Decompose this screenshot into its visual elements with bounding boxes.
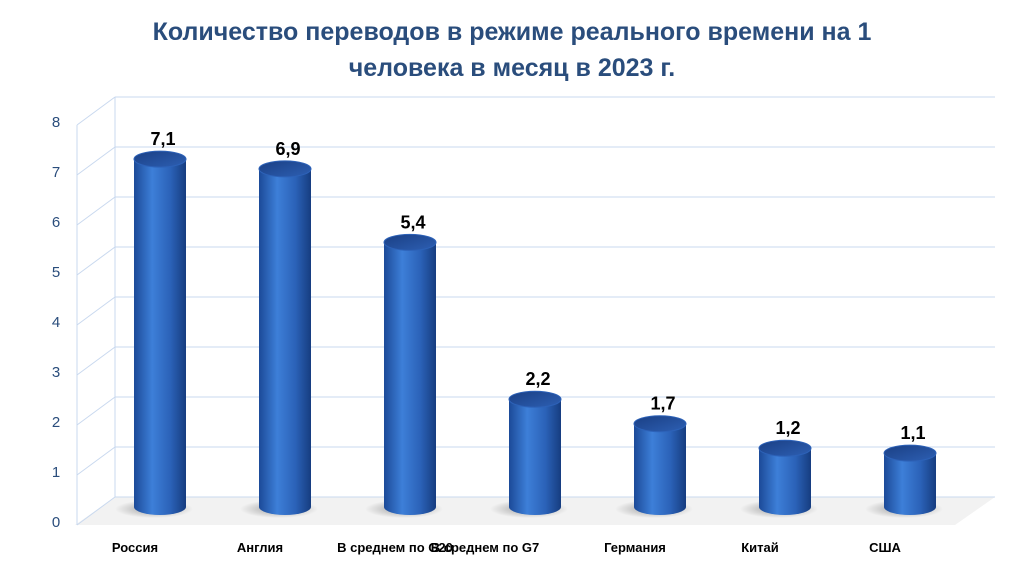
data-label: 1,7 xyxy=(650,394,675,414)
data-label: 6,9 xyxy=(275,139,300,159)
gridline-side xyxy=(76,146,116,176)
bar xyxy=(759,448,811,515)
x-tick-label: США xyxy=(869,540,901,555)
gridline-side xyxy=(76,196,116,226)
bar-top xyxy=(883,444,937,462)
data-label: 1,2 xyxy=(775,418,800,438)
gridline-side xyxy=(76,396,116,426)
data-label: 2,2 xyxy=(525,369,550,389)
bar xyxy=(634,423,686,515)
y-tick-label: 5 xyxy=(52,264,60,281)
chart-title-line-2: человека в месяц в 2023 г. xyxy=(348,54,676,82)
bar-top xyxy=(383,233,437,251)
gridline-side xyxy=(76,96,116,126)
x-tick-label: Германия xyxy=(604,540,666,555)
x-tick-label: Россия xyxy=(112,540,158,555)
bar-top xyxy=(508,390,562,408)
bar xyxy=(384,242,436,515)
chart-title-line-1: Количество переводов в режиме реального … xyxy=(152,18,872,46)
chart-title: Количество переводов в режиме реального … xyxy=(0,14,1024,86)
y-tick-label: 7 xyxy=(52,164,60,181)
bar-top xyxy=(633,415,687,433)
data-label: 7,1 xyxy=(150,129,175,149)
gridline-side xyxy=(76,446,116,476)
bar-top xyxy=(258,160,312,178)
bar-top xyxy=(758,439,812,457)
x-tick-label: Англия xyxy=(237,540,283,555)
y-tick-label: 4 xyxy=(52,314,60,331)
x-tick-label: Китай xyxy=(741,540,779,555)
y-tick-label: 0 xyxy=(52,514,60,531)
bar-top xyxy=(133,150,187,168)
bar xyxy=(884,453,936,515)
y-tick-label: 3 xyxy=(52,364,60,381)
y-tick-label: 8 xyxy=(52,114,60,131)
gridline-side xyxy=(76,296,116,326)
y-tick-label: 1 xyxy=(52,464,60,481)
bar xyxy=(259,168,311,515)
gridline-side xyxy=(76,346,116,376)
x-tick-label: В среднем по G7 xyxy=(431,540,540,555)
bar xyxy=(509,399,561,515)
bars xyxy=(115,150,943,518)
x-tick-label: В среднем по G20 xyxy=(337,540,453,555)
y-tick-label: 6 xyxy=(52,214,60,231)
y-tick-label: 2 xyxy=(52,414,60,431)
data-label: 5,4 xyxy=(400,212,425,232)
bar xyxy=(134,159,186,515)
labels: 7,1 Россия 6,9 Англия 5,4 В среднем по G20 2,2… xyxy=(112,129,926,555)
y-axis: 0 1 2 3 4 5 6 7 8 xyxy=(52,114,60,531)
gridline-side xyxy=(76,496,116,526)
data-label: 1,1 xyxy=(900,423,925,443)
gridline-side xyxy=(76,246,116,276)
